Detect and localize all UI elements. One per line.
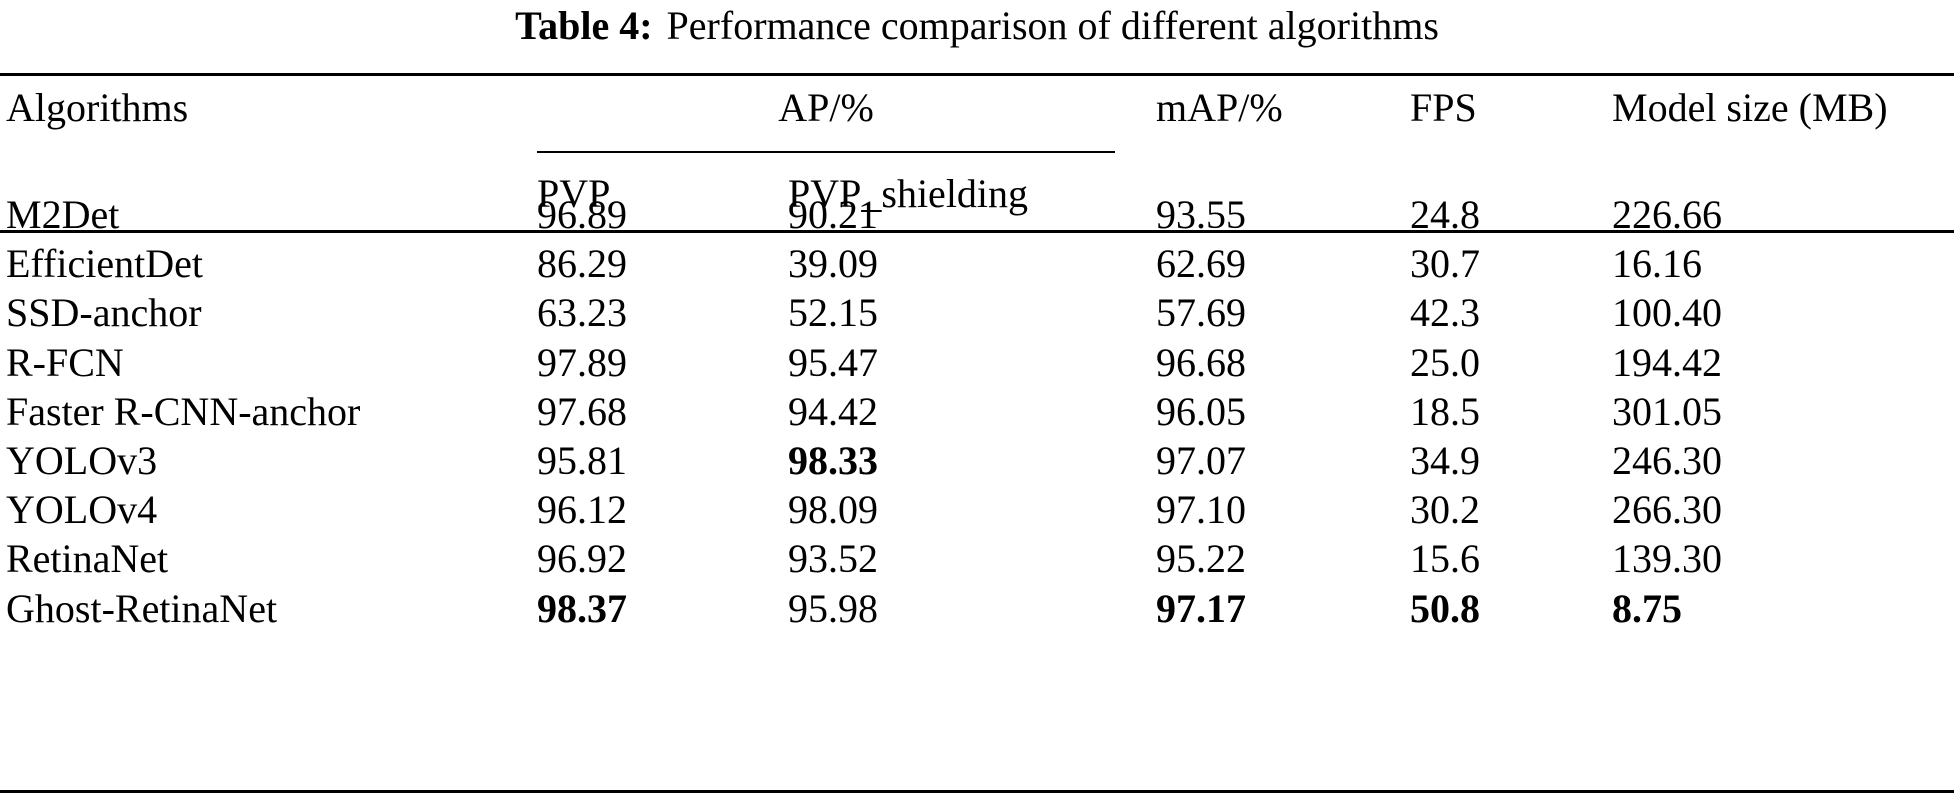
table-caption: Table 4: Performance comparison of differ… bbox=[0, 0, 1954, 56]
cell-model-size: 194.42 bbox=[1612, 340, 1722, 385]
cell-algorithm: YOLOv3 bbox=[6, 438, 158, 483]
header-ap: AP/% bbox=[778, 85, 874, 130]
cell-pvp: 96.89 bbox=[537, 192, 627, 237]
cell-algorithm: YOLOv4 bbox=[6, 487, 158, 532]
cell-fps: 25.0 bbox=[1410, 340, 1480, 385]
cell-algorithm: R-FCN bbox=[6, 340, 124, 385]
cell-model-size: 16.16 bbox=[1612, 241, 1702, 286]
cell-fps: 18.5 bbox=[1410, 389, 1480, 434]
cell-algorithm: M2Det bbox=[6, 192, 120, 237]
cell-fps: 42.3 bbox=[1410, 290, 1480, 335]
cell-pvp: 97.68 bbox=[537, 389, 627, 434]
cell-fps: 30.7 bbox=[1410, 241, 1480, 286]
cell-model-size: 301.05 bbox=[1612, 389, 1722, 434]
top-rule bbox=[0, 73, 1954, 76]
cell-pvp: 97.89 bbox=[537, 340, 627, 385]
cell-fps: 34.9 bbox=[1410, 438, 1480, 483]
cell-fps: 30.2 bbox=[1410, 487, 1480, 532]
cell-algorithm: Faster R-CNN-anchor bbox=[6, 389, 361, 434]
cell-pvp-shielding: 95.98 bbox=[788, 586, 878, 631]
table-caption-label: Table 4: bbox=[515, 3, 653, 48]
cell-model-size: 246.30 bbox=[1612, 438, 1722, 483]
header-model-size: Model size (MB) bbox=[1612, 85, 1888, 130]
cell-model-size: 100.40 bbox=[1612, 290, 1722, 335]
header-pvp: PVP bbox=[537, 171, 611, 216]
cell-fps: 50.8 bbox=[1410, 586, 1480, 631]
cell-pvp-shielding: 52.15 bbox=[788, 290, 878, 335]
cell-fps: 24.8 bbox=[1410, 192, 1480, 237]
cell-map: 96.05 bbox=[1156, 389, 1246, 434]
cell-pvp-shielding: 94.42 bbox=[788, 389, 878, 434]
header-rule bbox=[0, 230, 1954, 233]
cell-map: 96.68 bbox=[1156, 340, 1246, 385]
cell-map: 97.17 bbox=[1156, 586, 1246, 631]
cell-pvp-shielding: 39.09 bbox=[788, 241, 878, 286]
cell-model-size: 266.30 bbox=[1612, 487, 1722, 532]
cell-model-size: 8.75 bbox=[1612, 586, 1682, 631]
cell-model-size: 226.66 bbox=[1612, 192, 1722, 237]
header-algorithms: Algorithms bbox=[6, 85, 189, 130]
cell-pvp: 95.81 bbox=[537, 438, 627, 483]
cell-algorithm: RetinaNet bbox=[6, 536, 169, 581]
cell-pvp: 98.37 bbox=[537, 586, 627, 631]
cell-pvp: 86.29 bbox=[537, 241, 627, 286]
cell-pvp: 96.12 bbox=[537, 487, 627, 532]
cell-map: 97.10 bbox=[1156, 487, 1246, 532]
cell-map: 95.22 bbox=[1156, 536, 1246, 581]
header-pvp-shielding: PVP_shielding bbox=[788, 171, 1029, 216]
header-map: mAP/% bbox=[1156, 85, 1283, 130]
ap-subheader-rule bbox=[537, 151, 1115, 153]
cell-map: 62.69 bbox=[1156, 241, 1246, 286]
header-fps: FPS bbox=[1410, 85, 1477, 130]
cell-pvp-shielding: 93.52 bbox=[788, 536, 878, 581]
cell-pvp: 96.92 bbox=[537, 536, 627, 581]
cell-pvp-shielding: 90.21 bbox=[788, 192, 878, 237]
cell-algorithm: EfficientDet bbox=[6, 241, 203, 286]
cell-pvp-shielding: 98.09 bbox=[788, 487, 878, 532]
cell-map: 57.69 bbox=[1156, 290, 1246, 335]
cell-algorithm: Ghost-RetinaNet bbox=[6, 586, 278, 631]
cell-fps: 15.6 bbox=[1410, 536, 1480, 581]
cell-pvp-shielding: 95.47 bbox=[788, 340, 878, 385]
bottom-rule bbox=[0, 790, 1954, 793]
table-caption-text: Performance comparison of different algo… bbox=[666, 3, 1439, 48]
cell-map: 97.07 bbox=[1156, 438, 1246, 483]
cell-map: 93.55 bbox=[1156, 192, 1246, 237]
cell-pvp-shielding: 98.33 bbox=[788, 438, 878, 483]
cell-pvp: 63.23 bbox=[537, 290, 627, 335]
cell-algorithm: SSD-anchor bbox=[6, 290, 202, 335]
cell-model-size: 139.30 bbox=[1612, 536, 1722, 581]
